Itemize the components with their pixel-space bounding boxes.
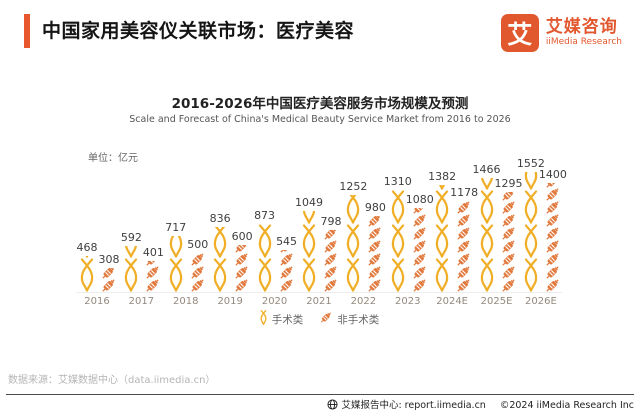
year-group: 1310 1080 2023 xyxy=(384,162,434,307)
surgical-value-label: 717 xyxy=(165,221,187,234)
surgical-value-label: 1466 xyxy=(472,163,501,176)
year-group: 1049 798 2021 xyxy=(295,162,342,307)
brand-name-cn: 艾媒咨询 xyxy=(545,17,618,37)
year-group: 1466 1295 2025E xyxy=(473,162,523,307)
surgical-pictogram-bar xyxy=(166,236,186,292)
source-note: 数据来源：艾媒数据中心（data.iimedia.cn） xyxy=(8,375,216,386)
chart-subtitle: Scale and Forecast of China's Medical Be… xyxy=(129,114,511,125)
page-title: 中国家用美容仪关联市场：医疗美容 xyxy=(42,20,355,42)
year-label: 2016 xyxy=(84,296,110,307)
year-label: 2021 xyxy=(306,296,332,307)
nonsurgical-value-label: 1178 xyxy=(450,186,479,199)
nonsurgical-value-label: 545 xyxy=(276,235,298,248)
legend-label-surgical: 手术类 xyxy=(271,313,304,326)
year-group: 1552 1400 2026E xyxy=(517,157,567,307)
brand-logo-text: 艾媒咨询 iiMedia Research xyxy=(546,18,622,48)
year-label: 2017 xyxy=(128,296,155,307)
nonsurgical-value-label: 308 xyxy=(98,253,120,266)
nonsurgical-value-label: 798 xyxy=(320,215,342,228)
surgical-pictogram-bar xyxy=(299,211,319,292)
nonsurgical-value-label: 600 xyxy=(231,230,253,243)
chart-title: 2016-2026年中国医疗美容服务市场规模及预测 xyxy=(171,96,469,112)
year-group: 1252 980 2022 xyxy=(339,162,386,307)
header: 中国家用美容仪关联市场：医疗美容 艾 艾媒咨询 iiMedia Research xyxy=(24,14,622,52)
footer-report-center: 艾媒报告中心: report.iimedia.cn xyxy=(341,400,486,411)
nonsurgical-pictogram-bar xyxy=(100,268,117,292)
nonsurgical-pictogram-bar xyxy=(144,261,161,292)
year-label: 2020 xyxy=(261,296,288,307)
footer: 艾媒报告中心: report.iimedia.cn ©2024 iiMedia R… xyxy=(6,394,634,414)
year-group: 592 401 2017 xyxy=(120,162,164,307)
nonsurgical-pictogram-bar xyxy=(366,216,383,292)
nonsurgical-pictogram-bar xyxy=(411,208,428,292)
legend-item-surgical: 手术类 xyxy=(259,310,304,328)
surgical-value-label: 1252 xyxy=(339,180,368,193)
iimedia-logo-icon: 艾 xyxy=(500,14,539,52)
year-group: 468 308 2016 xyxy=(76,162,120,307)
year-group: 717 500 2018 xyxy=(165,162,208,307)
year-group: 1382 1178 2024E xyxy=(428,162,478,307)
globe-icon xyxy=(327,399,338,413)
surgical-value-label: 1382 xyxy=(428,170,457,183)
nonsurgical-value-label: 1295 xyxy=(494,177,523,190)
nonsurgical-pictogram-bar xyxy=(278,250,295,292)
year-label: 2026E xyxy=(525,296,557,307)
surgical-value-label: 468 xyxy=(76,241,98,254)
nonsurgical-pictogram-bar xyxy=(500,192,517,292)
syringe-icon xyxy=(319,312,333,326)
page-title-block: 中国家用美容仪关联市场：医疗美容 xyxy=(24,14,354,48)
surgical-pictogram-bar xyxy=(432,185,452,292)
unit-label: 单位：亿元 xyxy=(88,153,138,164)
year-label: 2018 xyxy=(173,296,199,307)
surgical-pictogram-bar xyxy=(477,178,497,292)
year-label: 2025E xyxy=(480,296,513,307)
footer-copyright: ©2024 iiMedia Research Inc xyxy=(499,400,634,411)
nonsurgical-value-label: 1400 xyxy=(538,168,567,181)
year-label: 2024E xyxy=(436,296,469,307)
surgical-value-label: 592 xyxy=(120,231,142,244)
nonsurgical-value-label: 401 xyxy=(142,246,164,259)
nonsurgical-pictogram-bar xyxy=(233,245,250,292)
nonsurgical-pictogram-bar xyxy=(455,201,472,292)
nonsurgical-value-label: 500 xyxy=(187,238,209,251)
surgical-pictogram-bar xyxy=(210,227,230,292)
chart-legend: 手术类 非手术类 xyxy=(76,310,562,328)
forceps-icon xyxy=(259,310,268,328)
surgical-pictogram-bar xyxy=(77,256,97,292)
surgical-pictogram-bar xyxy=(255,224,275,292)
year-label: 2023 xyxy=(395,296,421,307)
surgical-value-label: 836 xyxy=(209,212,231,225)
year-label: 2019 xyxy=(217,296,243,307)
surgical-pictogram-bar xyxy=(388,190,408,292)
legend-item-nonsurgical: 非手术类 xyxy=(319,312,379,327)
surgical-value-label: 1552 xyxy=(516,157,545,170)
surgical-pictogram-bar xyxy=(343,195,363,292)
surgical-pictogram-bar xyxy=(521,172,541,292)
nonsurgical-pictogram-bar xyxy=(544,183,561,292)
brand-logo: 艾 艾媒咨询 iiMedia Research xyxy=(500,14,622,52)
year-group: 836 600 2019 xyxy=(209,162,253,307)
year-label: 2022 xyxy=(350,296,377,307)
legend-label-nonsurgical: 非手术类 xyxy=(337,313,380,326)
surgical-value-label: 1310 xyxy=(383,175,412,188)
surgical-value-label: 1049 xyxy=(294,196,323,209)
nonsurgical-value-label: 1080 xyxy=(405,193,434,206)
nonsurgical-pictogram-bar xyxy=(322,230,339,292)
brand-name-en: iiMedia Research xyxy=(545,37,622,47)
surgical-value-label: 873 xyxy=(254,209,276,222)
nonsurgical-pictogram-bar xyxy=(189,253,206,292)
nonsurgical-value-label: 980 xyxy=(364,201,386,214)
surgical-pictogram-bar xyxy=(121,246,141,292)
year-group: 873 545 2020 xyxy=(254,162,297,307)
chart-plot: 468 308 2016 592 401 2017 717 500 2018 836 600 2019… xyxy=(76,157,567,307)
